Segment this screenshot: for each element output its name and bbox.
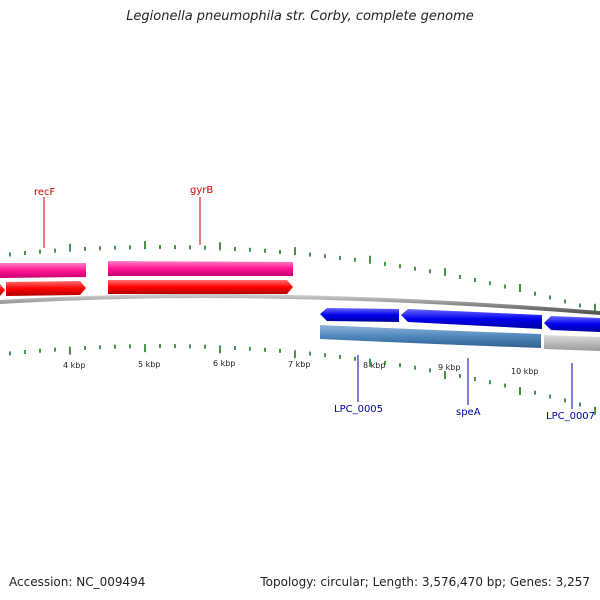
feature-steel-bar (320, 325, 541, 348)
tick-label-4kbp: 4 kbp (63, 361, 85, 370)
gene-arrow-LPC_0005 (320, 308, 399, 322)
gene-label-speA: speA (456, 407, 481, 418)
gene-label-LPC_0005: LPC_0005 (334, 404, 383, 415)
gene-arrow-left-partial (0, 284, 5, 296)
gene-label-recF: recF (34, 187, 56, 198)
feature-pink-left (0, 263, 86, 278)
tick-label-6kbp: 6 kbp (213, 359, 235, 368)
tick-label-7kbp: 7 kbp (288, 360, 310, 369)
genome-backbone (0, 294, 600, 315)
feature-gray-bar (544, 335, 600, 351)
map-title: Legionella pneumophila str. Corby, compl… (126, 9, 474, 24)
gene-arrow-gyrB (108, 280, 293, 294)
gene-arrow-LPC_0007 (544, 316, 600, 332)
feature-gyrB-pink (108, 261, 293, 276)
gene-arrow-recF (6, 281, 86, 296)
genome-summary-text: Topology: circular; Length: 3,576,470 bp… (260, 575, 590, 589)
gene-label-LPC_0007: LPC_0007 (546, 411, 595, 422)
tick-label-10kbp: 10 kbp (511, 367, 539, 376)
gene-label-gyrB: gyrB (190, 185, 213, 196)
tick-row-bottom (9, 344, 596, 415)
tick-label-5kbp: 5 kbp (138, 360, 160, 369)
tick-label-9kbp: 9 kbp (438, 363, 460, 372)
gene-arrow-speA (401, 309, 542, 329)
accession-text: Accession: NC_009494 (9, 575, 146, 589)
tick-label-8kbp: 8 kbp (363, 361, 385, 370)
tick-row-top (9, 241, 596, 312)
